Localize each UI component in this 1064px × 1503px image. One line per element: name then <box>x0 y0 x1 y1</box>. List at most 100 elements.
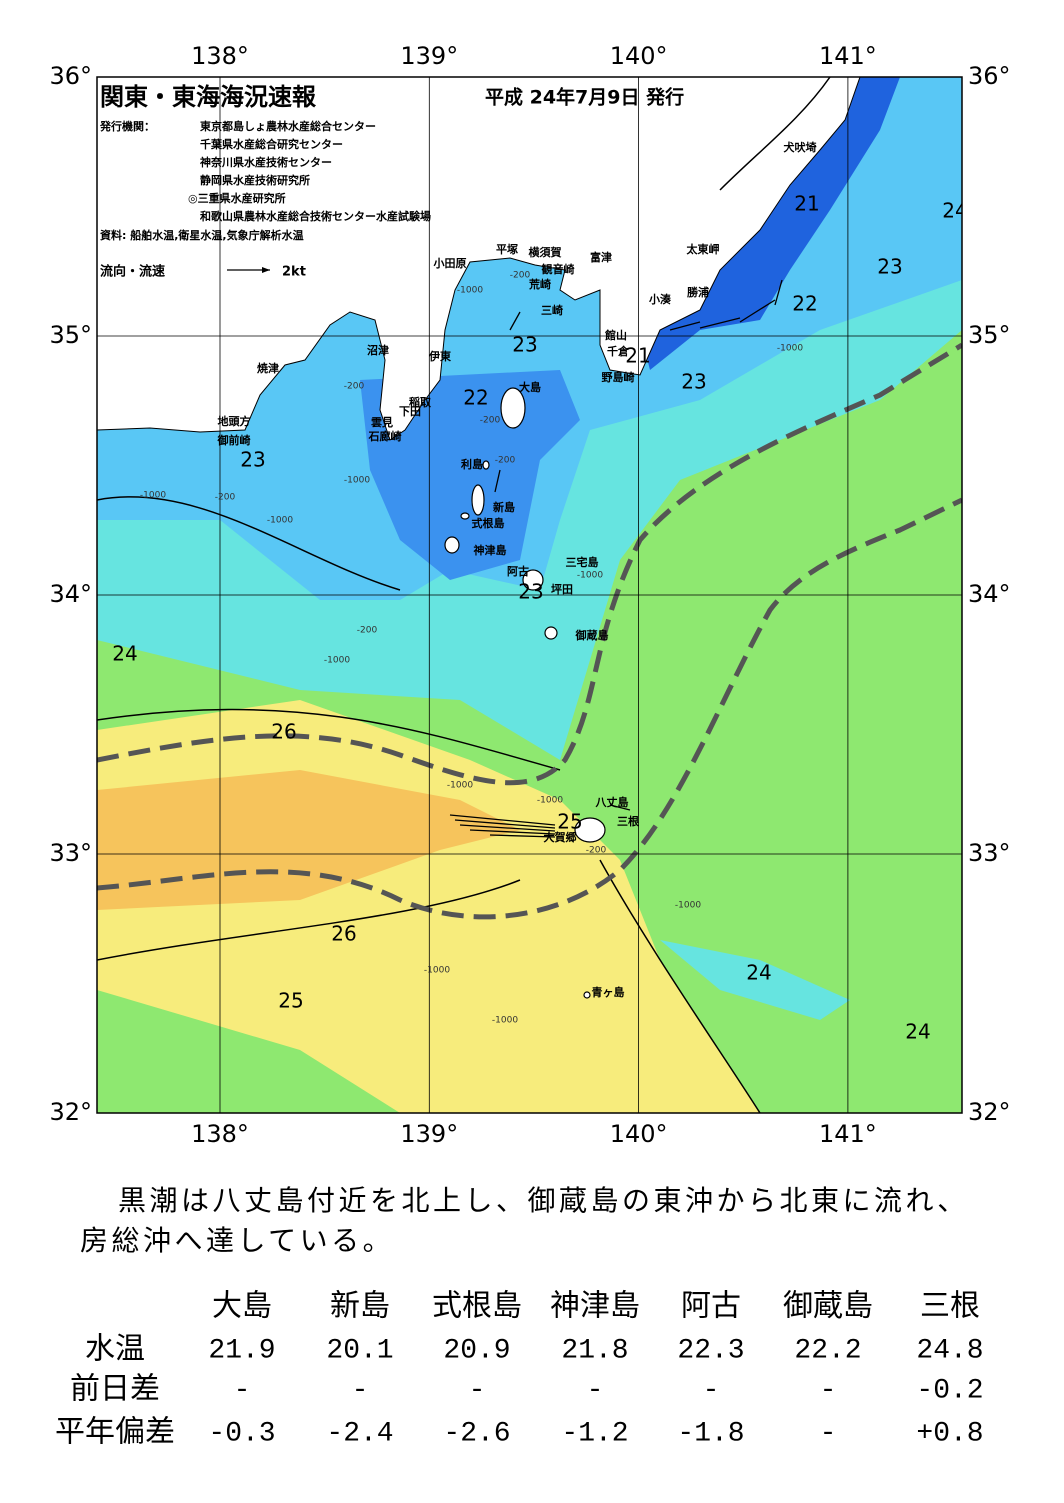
title: 関東・東海海況速報 <box>100 83 317 111</box>
vector <box>699 317 741 329</box>
isotherm-label: 24 <box>746 961 771 985</box>
island <box>460 512 470 520</box>
place-name: 雲見 <box>371 416 393 429</box>
lat-tick-label: 35° <box>968 321 1011 349</box>
island <box>583 991 591 999</box>
place-name: 御前崎 <box>217 433 251 447</box>
table-cell: - <box>820 1418 837 1449</box>
isotherms <box>97 77 831 1113</box>
table-cell: - <box>820 1375 837 1406</box>
table-cell: 20.1 <box>326 1335 393 1366</box>
depth-label: -200 <box>586 846 607 856</box>
table-header: 新島 <box>330 1289 390 1324</box>
lon-tick-label: 141° <box>819 1120 877 1148</box>
vector <box>469 829 556 835</box>
vector <box>669 321 701 331</box>
vector <box>509 311 521 331</box>
island <box>544 626 558 640</box>
isotherm-label: 23 <box>681 370 706 394</box>
lon-tick-label: 139° <box>400 1120 458 1148</box>
table-cell: 20.9 <box>443 1335 510 1366</box>
legend-speed: 2kt <box>282 265 306 280</box>
depth-label: -1000 <box>537 796 563 806</box>
sea-dark-blue <box>640 77 900 370</box>
place-name: 小湊 <box>648 292 671 306</box>
depth-label: -1000 <box>344 476 370 486</box>
table-cell: -2.6 <box>443 1418 510 1449</box>
place-name: 稲取 <box>409 395 431 409</box>
table-header: 神津島 <box>550 1289 640 1324</box>
place-name: 荒崎 <box>528 277 551 291</box>
map-frame <box>96 76 963 1114</box>
place-name: 下田 <box>399 405 421 418</box>
issuer: 千葉県水産総合研究センター <box>200 137 343 151</box>
isotherm <box>599 859 761 1113</box>
paragraph-line: 黒潮は八丈島付近を北上し、御蔵島の東沖から北東に流れ、 <box>118 1184 969 1217</box>
place-name: 焼津 <box>257 361 279 375</box>
lon-tick-label: 140° <box>610 1120 668 1148</box>
place-name: 伊東 <box>428 349 452 363</box>
depth-label: -200 <box>510 271 531 281</box>
depth-label: -1000 <box>457 286 483 296</box>
lat-tick-label: 35° <box>49 321 92 349</box>
report: 黒潮は八丈島付近を北上し、御蔵島の東沖から北東に流れ、 房総沖へ達している。 大… <box>55 1184 984 1450</box>
graticule <box>97 77 962 1113</box>
depth-label: -200 <box>344 382 365 392</box>
place-name: 青ヶ島 <box>592 985 625 999</box>
table-cell: -1.8 <box>677 1418 744 1449</box>
island <box>522 569 544 591</box>
table-cell: +0.8 <box>916 1418 983 1449</box>
isotherm-label: 26 <box>331 922 356 946</box>
kuroshio-line <box>97 497 962 920</box>
isotherm-label: 26 <box>271 720 296 744</box>
vector <box>459 824 556 832</box>
lat-tick-label: 36° <box>968 62 1011 90</box>
vector <box>489 834 556 838</box>
sea-blue <box>360 370 580 580</box>
legend-arrowhead <box>262 267 270 273</box>
islands <box>444 387 606 999</box>
table-cell: -0.3 <box>208 1418 275 1449</box>
issuer: ◎三重県水産研究所 <box>188 191 286 205</box>
depth-label: -1000 <box>577 571 603 581</box>
place-name: 観音崎 <box>542 262 575 276</box>
row-label: 水温 <box>85 1332 145 1367</box>
table-cell: - <box>352 1375 369 1406</box>
lat-tick-label: 33° <box>968 839 1011 867</box>
table-cell: - <box>703 1375 720 1406</box>
place-name: 神津島 <box>474 543 507 557</box>
isotherm <box>97 496 401 591</box>
vector <box>774 279 783 306</box>
isotherm-label: 25 <box>557 810 582 834</box>
isotherm-label: 24 <box>942 199 967 223</box>
table-cell: 21.9 <box>208 1335 275 1366</box>
issuer: 和歌山県農林水産総合技術センター水産試験場 <box>200 209 431 223</box>
place-name: 三崎 <box>541 303 563 317</box>
lat-tick-label: 32° <box>49 1098 92 1126</box>
depth-label: -200 <box>215 493 236 503</box>
isotherm-label: 23 <box>240 448 265 472</box>
place-name: 三宅島 <box>566 555 599 569</box>
table-cell: - <box>469 1375 486 1406</box>
table-cell: -2.4 <box>326 1418 393 1449</box>
table-header: 式根島 <box>432 1289 522 1324</box>
depth-label: -1000 <box>447 781 473 791</box>
table-cell: - <box>234 1375 251 1406</box>
place-name: 横須賀 <box>529 245 562 259</box>
row-label: 平年偏差 <box>55 1415 175 1450</box>
table-cell: 22.2 <box>794 1335 861 1366</box>
lat-tick-label: 36° <box>49 62 92 90</box>
place-name: 地頭方 <box>218 414 251 428</box>
island <box>574 817 606 843</box>
vector <box>739 299 776 323</box>
island <box>444 536 460 554</box>
issuer: 東京都島しょ農林水産総合センター <box>200 119 376 133</box>
table-cell: 24.8 <box>916 1335 983 1366</box>
isotherm-label: 22 <box>463 386 488 410</box>
place-name: 阿古 <box>507 564 529 578</box>
place-name: 三根 <box>617 814 640 828</box>
depth-label: -200 <box>480 416 501 426</box>
lat-tick-label: 33° <box>49 839 92 867</box>
